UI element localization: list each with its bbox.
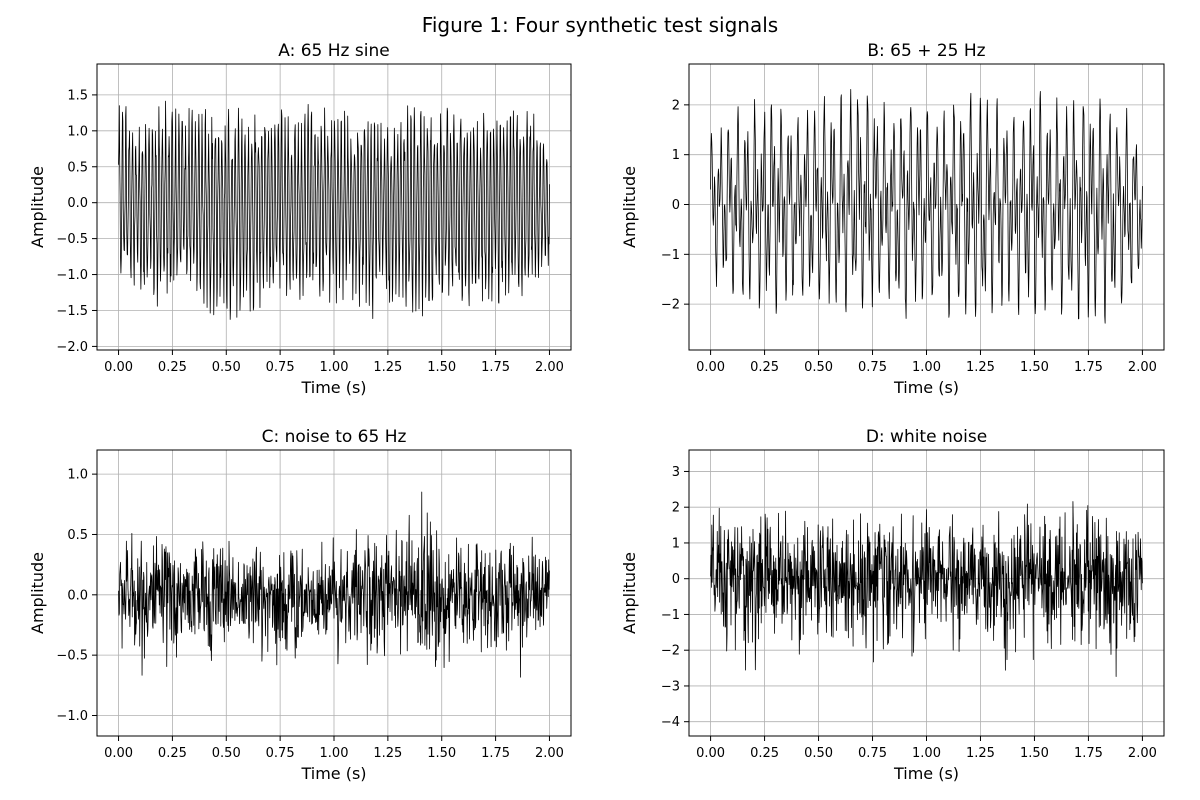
- series-line-b: [710, 89, 1143, 324]
- y-axis-label-b: Amplitude: [620, 166, 639, 248]
- xtick-label-c-3: 0.75: [266, 746, 295, 761]
- ytick-label-d-2: −2: [661, 644, 680, 659]
- ytick-label-a-1: −1.5: [56, 304, 88, 319]
- series-line-d: [710, 501, 1143, 677]
- xtick-label-c-6: 1.50: [427, 746, 456, 761]
- xtick-label-a-0: 0.00: [104, 360, 133, 375]
- xtick-label-b-2: 0.50: [804, 360, 833, 375]
- x-axis-label-a: Time (s): [300, 378, 366, 397]
- ytick-label-c-4: 1.0: [67, 468, 88, 483]
- ytick-label-a-0: −2.0: [56, 340, 88, 355]
- panel-c: 0.00 0.25 0.50 0.75 1.00 1.25 1.50 1.75 2.00 −1.0…: [28, 427, 572, 783]
- xtick-label-b-6: 1.50: [1020, 360, 1049, 375]
- xtick-label-a-8: 2.00: [535, 360, 564, 375]
- y-axis-label-d: Amplitude: [620, 552, 639, 634]
- y-axis-label-c: Amplitude: [28, 552, 47, 634]
- figure-title: Figure 1: Four synthetic test signals: [422, 13, 778, 37]
- panel-a: 0.00 0.25 0.50 0.75 1.00 1.25 1.50 1.75 2.00 −2.0…: [28, 41, 572, 397]
- xtick-label-c-0: 0.00: [104, 746, 133, 761]
- ytick-label-a-3: −0.5: [56, 232, 88, 247]
- panels: 0.00 0.25 0.50 0.75 1.00 1.25 1.50 1.75 2.00−2.0…: [28, 41, 1165, 783]
- xtick-label-a-1: 0.25: [158, 360, 187, 375]
- x-axis-label-d: Time (s): [893, 764, 959, 783]
- panel-d: 0.00 0.25 0.50 0.75 1.00 1.25 1.50 1.75 2.00 −4 −3…: [620, 427, 1165, 783]
- ytick-label-b-2: 0: [672, 198, 680, 213]
- ytick-label-d-1: −3: [661, 679, 680, 694]
- xtick-label-d-2: 0.50: [804, 746, 833, 761]
- xtick-label-c-4: 1.00: [320, 746, 349, 761]
- xtick-label-a-3: 0.75: [266, 360, 295, 375]
- ytick-label-a-7: 1.5: [67, 88, 88, 103]
- xtick-label-a-6: 1.50: [427, 360, 456, 375]
- xtick-label-c-2: 0.50: [212, 746, 241, 761]
- ytick-label-a-6: 1.0: [67, 124, 88, 139]
- xtick-label-d-0: 0.00: [696, 746, 725, 761]
- panel-title-d: D: white noise: [866, 427, 987, 447]
- series-line-a: [118, 100, 550, 320]
- xtick-label-c-5: 1.25: [373, 746, 402, 761]
- xtick-label-d-7: 1.75: [1074, 746, 1103, 761]
- xtick-label-c-8: 2.00: [535, 746, 564, 761]
- ytick-label-c-0: −1.0: [56, 709, 88, 724]
- xtick-label-d-1: 0.25: [750, 746, 779, 761]
- ytick-label-c-1: −0.5: [56, 649, 88, 664]
- ytick-label-d-4: 0: [672, 572, 680, 587]
- ytick-label-d-7: 3: [672, 465, 680, 480]
- xtick-label-b-8: 2.00: [1128, 360, 1157, 375]
- xtick-label-c-7: 1.75: [481, 746, 510, 761]
- ytick-label-a-5: 0.5: [67, 160, 88, 175]
- x-axis-label-c: Time (s): [300, 764, 366, 783]
- xtick-label-a-7: 1.75: [481, 360, 510, 375]
- xtick-label-d-8: 2.00: [1128, 746, 1157, 761]
- xtick-label-b-1: 0.25: [750, 360, 779, 375]
- xtick-label-d-6: 1.50: [1020, 746, 1049, 761]
- xtick-label-c-1: 0.25: [158, 746, 187, 761]
- panel-title-a: A: 65 Hz sine: [278, 41, 389, 61]
- xtick-label-b-3: 0.75: [858, 360, 887, 375]
- xtick-label-a-5: 1.25: [373, 360, 402, 375]
- xtick-label-b-4: 1.00: [912, 360, 941, 375]
- xtick-label-d-4: 1.00: [912, 746, 941, 761]
- xtick-label-b-0: 0.00: [696, 360, 725, 375]
- ytick-label-b-0: −2: [661, 298, 680, 313]
- ytick-label-a-2: −1.0: [56, 268, 88, 283]
- x-axis-label-b: Time (s): [893, 378, 959, 397]
- xtick-label-b-5: 1.25: [966, 360, 995, 375]
- panel-title-b: B: 65 + 25 Hz: [867, 41, 985, 61]
- series-line-c: [118, 491, 550, 678]
- ytick-label-d-6: 2: [672, 501, 680, 516]
- ytick-label-b-1: −1: [661, 248, 680, 263]
- ytick-label-b-4: 2: [672, 98, 680, 113]
- xtick-label-a-2: 0.50: [212, 360, 241, 375]
- ytick-label-d-5: 1: [672, 536, 680, 551]
- xtick-label-b-7: 1.75: [1074, 360, 1103, 375]
- ytick-label-c-3: 0.5: [67, 528, 88, 543]
- xtick-label-a-4: 1.00: [320, 360, 349, 375]
- xtick-label-d-3: 0.75: [858, 746, 887, 761]
- ytick-label-d-3: −1: [661, 608, 680, 623]
- ytick-label-c-2: 0.0: [67, 588, 88, 603]
- panel-title-c: C: noise to 65 Hz: [262, 427, 407, 447]
- ytick-label-a-4: 0.0: [67, 196, 88, 211]
- panel-b: 0.00 0.25 0.50 0.75 1.00 1.25 1.50 1.75 2.00 −2 −1…: [620, 41, 1165, 397]
- xtick-label-d-5: 1.25: [966, 746, 995, 761]
- ytick-label-d-0: −4: [661, 715, 680, 730]
- ytick-label-b-3: 1: [672, 148, 680, 163]
- y-axis-label-a: Amplitude: [28, 166, 47, 248]
